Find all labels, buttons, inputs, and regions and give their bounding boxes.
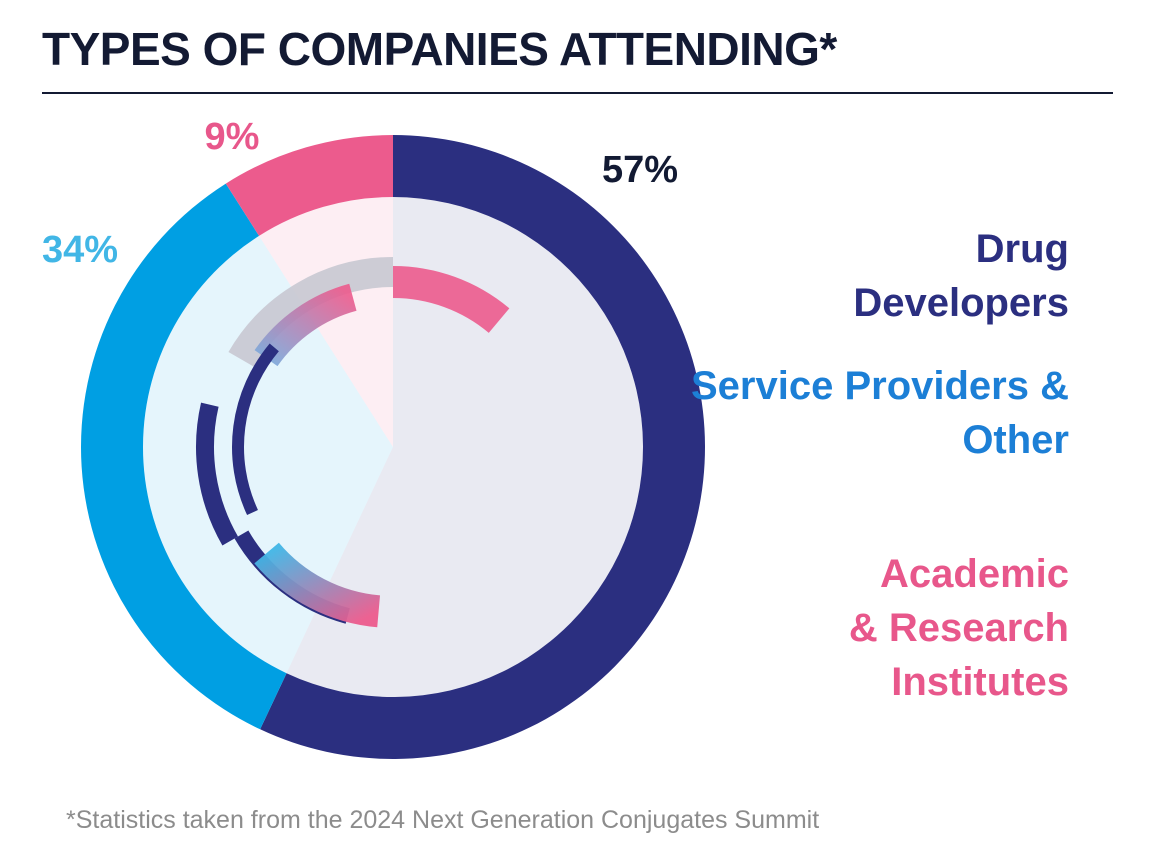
deco-arc [392, 266, 510, 334]
slice [80, 183, 287, 730]
decoration [196, 257, 510, 628]
chart-title: TYPES OF COMPANIES ATTENDING* [42, 23, 837, 75]
deco-arc [228, 257, 394, 368]
title-rule [42, 92, 1113, 94]
slice-tint [286, 197, 643, 698]
footnote: *Statistics taken from the 2024 Next Gen… [66, 806, 820, 834]
legend-entry: Drug Developers [853, 227, 1069, 325]
value-label: 9% [205, 116, 260, 158]
value-label: 34% [42, 229, 118, 271]
slice [260, 135, 706, 759]
slice [225, 135, 393, 236]
deco-arc [232, 343, 279, 516]
deco-arc [254, 542, 381, 628]
deco-arc [196, 402, 239, 546]
slice-tint [143, 235, 393, 674]
value-label: 57% [602, 149, 678, 191]
legend-entry: Service Providers & Other [691, 364, 1069, 462]
legend-entry: Academic & Research Institutes [848, 552, 1069, 704]
